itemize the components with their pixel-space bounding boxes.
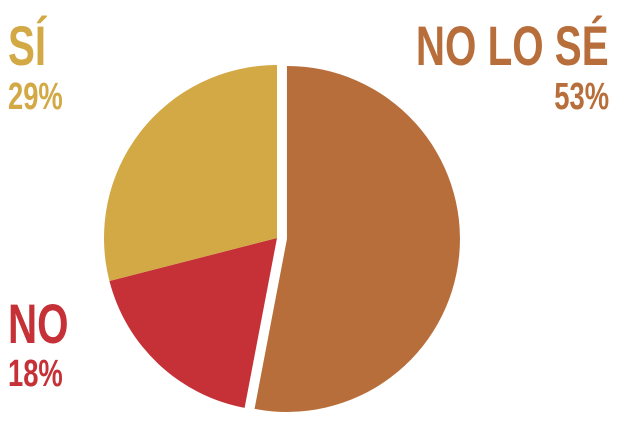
pie-slices: [104, 65, 460, 412]
slice-si: [104, 65, 277, 282]
label-si: SÍ: [8, 14, 47, 77]
label-no: NO: [8, 292, 69, 355]
slice-no-lo-se: [254, 65, 460, 412]
value-label-si: 29%: [8, 76, 63, 118]
value-label-no-lo-se: 53%: [554, 76, 609, 118]
value-label-no: 18%: [8, 353, 63, 395]
slice-no: [109, 238, 277, 408]
label-no-lo-se: NO LO SÉ: [416, 14, 609, 77]
